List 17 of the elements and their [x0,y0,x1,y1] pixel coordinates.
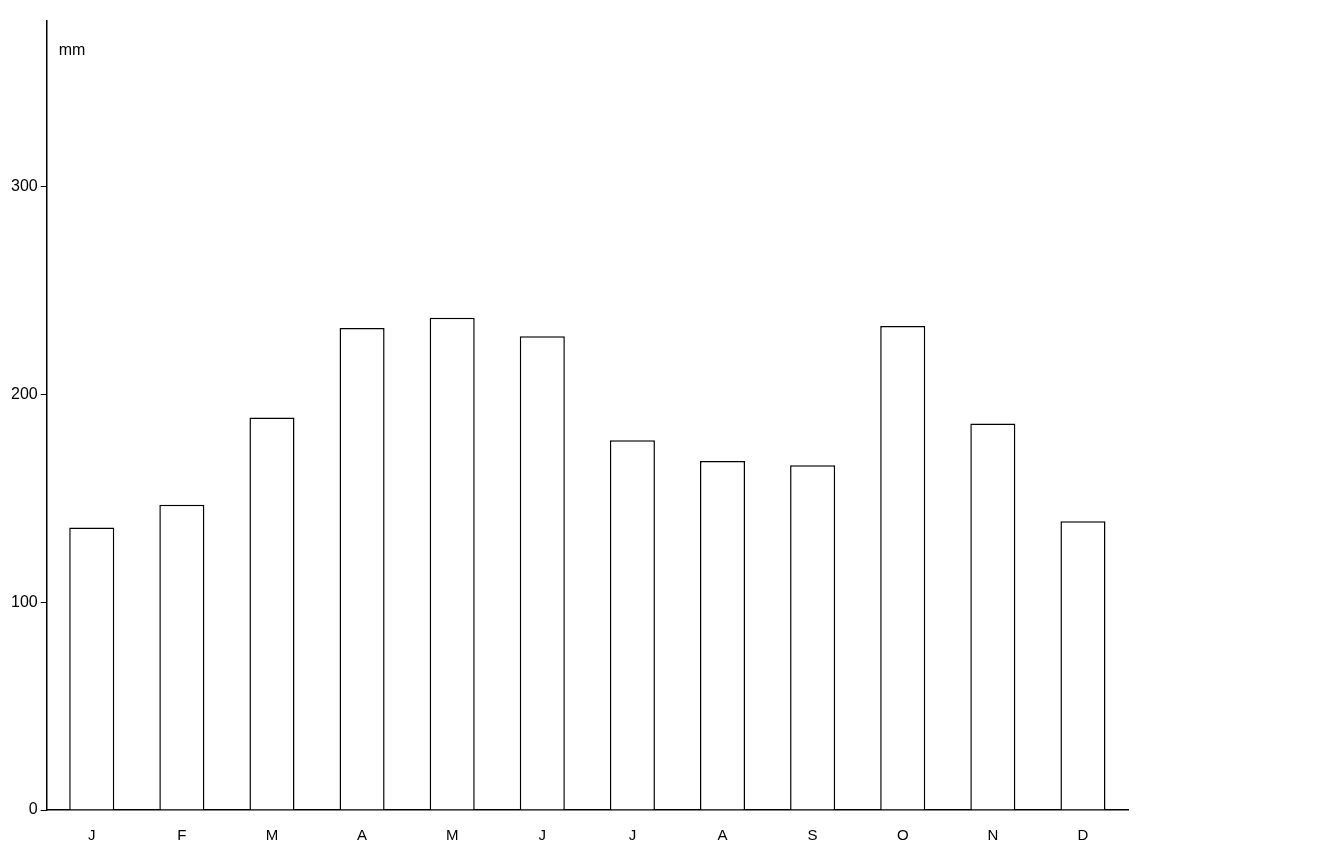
x-tick-label: O [896,826,909,844]
x-tick-label: J [538,826,547,844]
x-tick-label: J [628,826,637,844]
x-tick-label: F [177,826,187,844]
x-tick-label: N [987,826,999,844]
x-tick-label: M [445,826,459,844]
x-tick-label: A [717,826,728,844]
y-tick-label: 0 [28,800,38,818]
x-tick-label: A [357,826,368,844]
x-tick-label: S [807,826,818,844]
x-tick-label: D [1077,826,1089,844]
y-tick-label: 100 [10,592,38,610]
x-tick-label: M [265,826,279,844]
y-axis-title: mm [58,41,86,59]
y-tick-label: 200 [10,384,38,402]
x-tick-label: J [88,826,96,844]
y-tick-label: 300 [10,177,38,195]
